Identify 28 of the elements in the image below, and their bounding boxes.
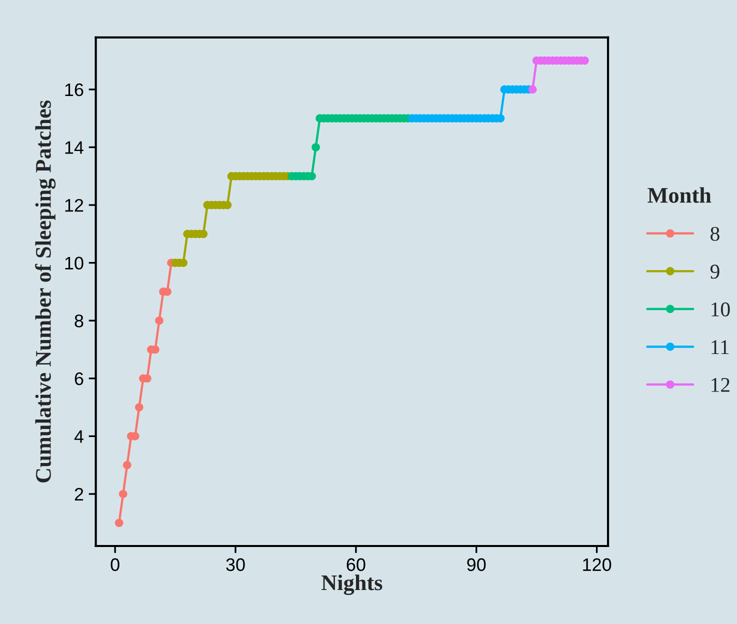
point bbox=[122, 460, 132, 470]
y-tick-label: 14 bbox=[65, 141, 84, 154]
legend-label: 12 bbox=[712, 378, 730, 392]
y-tick-label: 10 bbox=[65, 256, 84, 270]
point bbox=[114, 518, 124, 528]
y-axis-title: Cumulative Number of Sleeping Patches bbox=[35, 100, 56, 482]
y-tick-label: 4 bbox=[74, 430, 84, 443]
legend-label: 11 bbox=[712, 340, 729, 354]
x-tick-label: 0 bbox=[110, 558, 120, 572]
y-tick-label: 6 bbox=[74, 372, 84, 386]
point bbox=[134, 403, 144, 412]
legend-label: 9 bbox=[710, 264, 720, 279]
legend-label: 8 bbox=[710, 226, 720, 241]
y-tick-label: 16 bbox=[65, 83, 84, 96]
point bbox=[118, 490, 128, 498]
x-tick-label: 30 bbox=[226, 558, 245, 572]
point bbox=[155, 316, 164, 325]
legend-title: Month bbox=[648, 187, 712, 203]
point bbox=[528, 85, 537, 94]
x-tick-label: 60 bbox=[346, 558, 366, 572]
x-tick-label: 90 bbox=[467, 558, 486, 572]
point bbox=[312, 143, 320, 152]
y-tick-label: 8 bbox=[74, 314, 84, 328]
y-tick-label: 2 bbox=[74, 488, 84, 501]
legend-label: 10 bbox=[712, 302, 730, 316]
x-axis-title: Nights bbox=[321, 574, 382, 595]
y-tick-label: 12 bbox=[65, 198, 84, 212]
x-tick-label: 120 bbox=[583, 558, 612, 572]
